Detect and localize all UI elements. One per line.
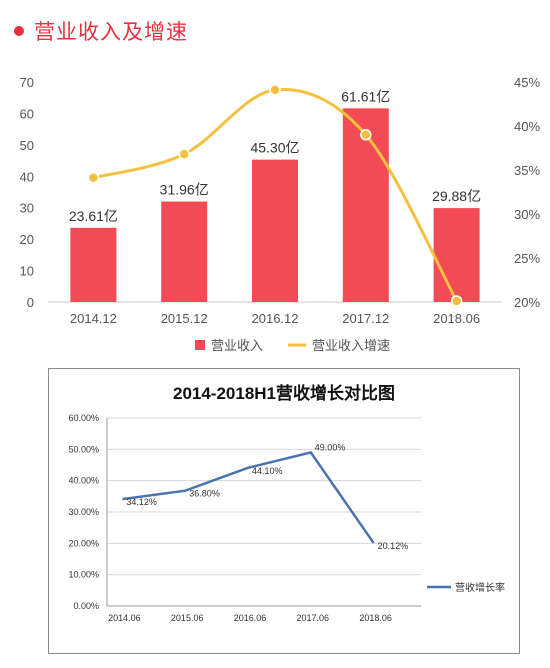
y-left-tick-label: 60 <box>20 106 34 121</box>
x-tick-label: 2015.06 <box>171 613 204 623</box>
x-tick-label: 2016.12 <box>252 311 299 326</box>
revenue-bar-label: 23.61亿 <box>69 208 118 224</box>
x-tick-label: 2018.06 <box>359 613 392 623</box>
y-left-tick-label: 40 <box>20 169 34 184</box>
chart-title: 2014-2018H1营收增长对比图 <box>173 383 395 403</box>
revenue-bar <box>433 208 480 302</box>
growth-rate-label: 49.00% <box>315 442 346 452</box>
legend-bar-label: 营业收入 <box>211 338 263 353</box>
y-right-tick-label: 20% <box>514 295 540 310</box>
x-tick-label: 2016.06 <box>234 613 267 623</box>
revenue-bar-line-chart: 0 10 20 30 40 50 60 70 20% 25% 30% 35% 40% 45% 23.61亿 3… <box>20 75 541 353</box>
growth-rate-label: 36.80% <box>189 489 220 499</box>
revenue-bar-label: 45.30亿 <box>250 140 299 156</box>
revenue-bar <box>70 227 117 302</box>
y-tick-label: 10.00% <box>68 570 99 580</box>
legend-line-label: 营业收入增速 <box>312 338 390 353</box>
growth-rate-label: 34.12% <box>126 497 157 507</box>
growth-rate-label: 20.12% <box>378 541 409 551</box>
legend-bar-swatch <box>195 340 205 350</box>
y-left-tick-label: 20 <box>20 232 34 247</box>
growth-point <box>87 171 100 184</box>
y-right-tick-label: 35% <box>514 163 540 178</box>
x-tick-label: 2015.12 <box>161 311 208 326</box>
y-tick-label: 40.00% <box>68 476 99 486</box>
y-tick-label: 20.00% <box>68 538 99 548</box>
growth-point <box>360 129 372 141</box>
growth-rate-label: 44.10% <box>252 466 283 476</box>
y-left-tick-label: 10 <box>20 264 34 279</box>
growth-line-chart: 2014-2018H1营收增长对比图 0.00% 10.00% 20.00% 30.00… <box>68 383 505 623</box>
revenue-bar-label: 29.88亿 <box>432 188 481 204</box>
revenue-bar-label: 61.61亿 <box>341 88 390 104</box>
growth-point <box>178 148 190 160</box>
section-title: 营业收入及增速 <box>34 20 188 44</box>
revenue-bar-label: 31.96亿 <box>160 182 209 198</box>
legend-label: 营收增长率 <box>455 581 505 594</box>
y-tick-label: 50.00% <box>68 444 99 454</box>
revenue-bar <box>161 201 208 302</box>
growth-line-chart-frame: 2014-2018H1营收增长对比图 0.00% 10.00% 20.00% 30.00… <box>48 368 520 654</box>
x-tick-label: 2014.12 <box>70 311 117 326</box>
y-tick-label: 30.00% <box>68 507 99 517</box>
red-dot-icon <box>14 26 24 36</box>
revenue-bar <box>342 108 389 302</box>
y-tick-label: 0.00% <box>73 601 99 611</box>
growth-line <box>93 87 458 302</box>
revenue-bar <box>252 159 298 302</box>
growth-rate-line <box>122 451 375 544</box>
y-left-tick-label: 0 <box>27 295 34 310</box>
x-tick-label: 2017.06 <box>297 613 330 623</box>
x-tick-label: 2017.12 <box>342 311 389 326</box>
growth-point <box>269 84 281 96</box>
y-left-tick-label: 70 <box>20 75 34 90</box>
y-right-tick-label: 40% <box>514 119 540 134</box>
x-tick-label: 2014.06 <box>108 613 141 623</box>
growth-point <box>450 295 463 307</box>
y-left-tick-label: 30 <box>20 201 34 216</box>
y-right-tick-label: 25% <box>514 251 540 266</box>
y-left-tick-label: 50 <box>20 138 34 153</box>
y-right-tick-label: 45% <box>514 75 540 90</box>
x-tick-label: 2018.06 <box>433 311 480 326</box>
y-tick-label: 60.00% <box>68 413 99 423</box>
y-right-tick-label: 30% <box>514 207 540 222</box>
section-header: 营业收入及增速 <box>14 14 188 48</box>
